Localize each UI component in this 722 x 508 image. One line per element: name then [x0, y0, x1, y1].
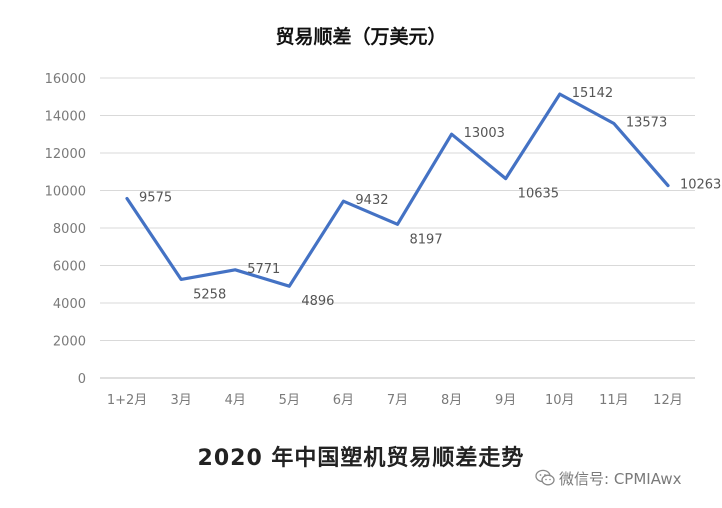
watermark-text: 微信号: CPMIAwx	[559, 469, 682, 488]
data-label: 8197	[410, 232, 443, 247]
data-label: 15142	[572, 86, 613, 101]
x-tick-label: 12月	[653, 393, 683, 408]
y-tick-label: 8000	[53, 222, 86, 237]
data-label: 5258	[193, 287, 226, 302]
data-label: 10635	[518, 187, 559, 202]
y-tick-label: 10000	[45, 185, 86, 200]
wechat-icon	[535, 469, 555, 486]
y-tick-label: 16000	[45, 72, 86, 87]
x-tick-label: 9月	[495, 393, 516, 408]
y-tick-label: 12000	[45, 147, 86, 162]
grid-lines	[100, 77, 695, 379]
x-tick-label: 8月	[441, 393, 462, 408]
data-label: 13573	[626, 116, 667, 131]
data-label: 5771	[247, 262, 280, 277]
data-label: 13003	[464, 126, 505, 141]
y-tick-label: 0	[78, 372, 86, 387]
x-tick-label: 4月	[225, 393, 246, 408]
series-line	[125, 92, 670, 288]
x-tick-label: 3月	[170, 393, 191, 408]
x-tick-label: 11月	[599, 393, 629, 408]
y-tick-label: 14000	[45, 110, 86, 125]
chart-title: 贸易顺差（万美元）	[275, 26, 447, 48]
x-tick-label: 10月	[545, 393, 575, 408]
data-label: 9432	[355, 193, 388, 208]
y-tick-label: 6000	[53, 260, 86, 275]
y-tick-label: 2000	[53, 335, 86, 350]
x-tick-label: 7月	[387, 393, 408, 408]
x-tick-label: 6月	[333, 393, 354, 408]
y-tick-label: 4000	[53, 297, 86, 312]
data-labels: 9575 5258 5771 4896 9432 8197 13003 10635 15142 1…	[139, 86, 721, 309]
x-axis-ticks: 1+2月 3月 4月 5月 6月 7月 8月 9月 10月 11月 12月	[107, 393, 683, 408]
y-axis-ticks: 0 2000 4000 6000 8000 10000 12000 14000 16000	[45, 72, 86, 387]
chart-caption: 2020 年中国塑机贸易顺差走势	[197, 446, 525, 471]
data-label: 9575	[139, 190, 172, 205]
x-tick-label: 1+2月	[107, 393, 147, 408]
watermark: 微信号: CPMIAwx	[535, 467, 682, 489]
data-label: 4896	[301, 294, 334, 309]
series-line-group	[125, 92, 670, 288]
data-label: 10263	[680, 178, 721, 193]
x-tick-label: 5月	[279, 393, 300, 408]
